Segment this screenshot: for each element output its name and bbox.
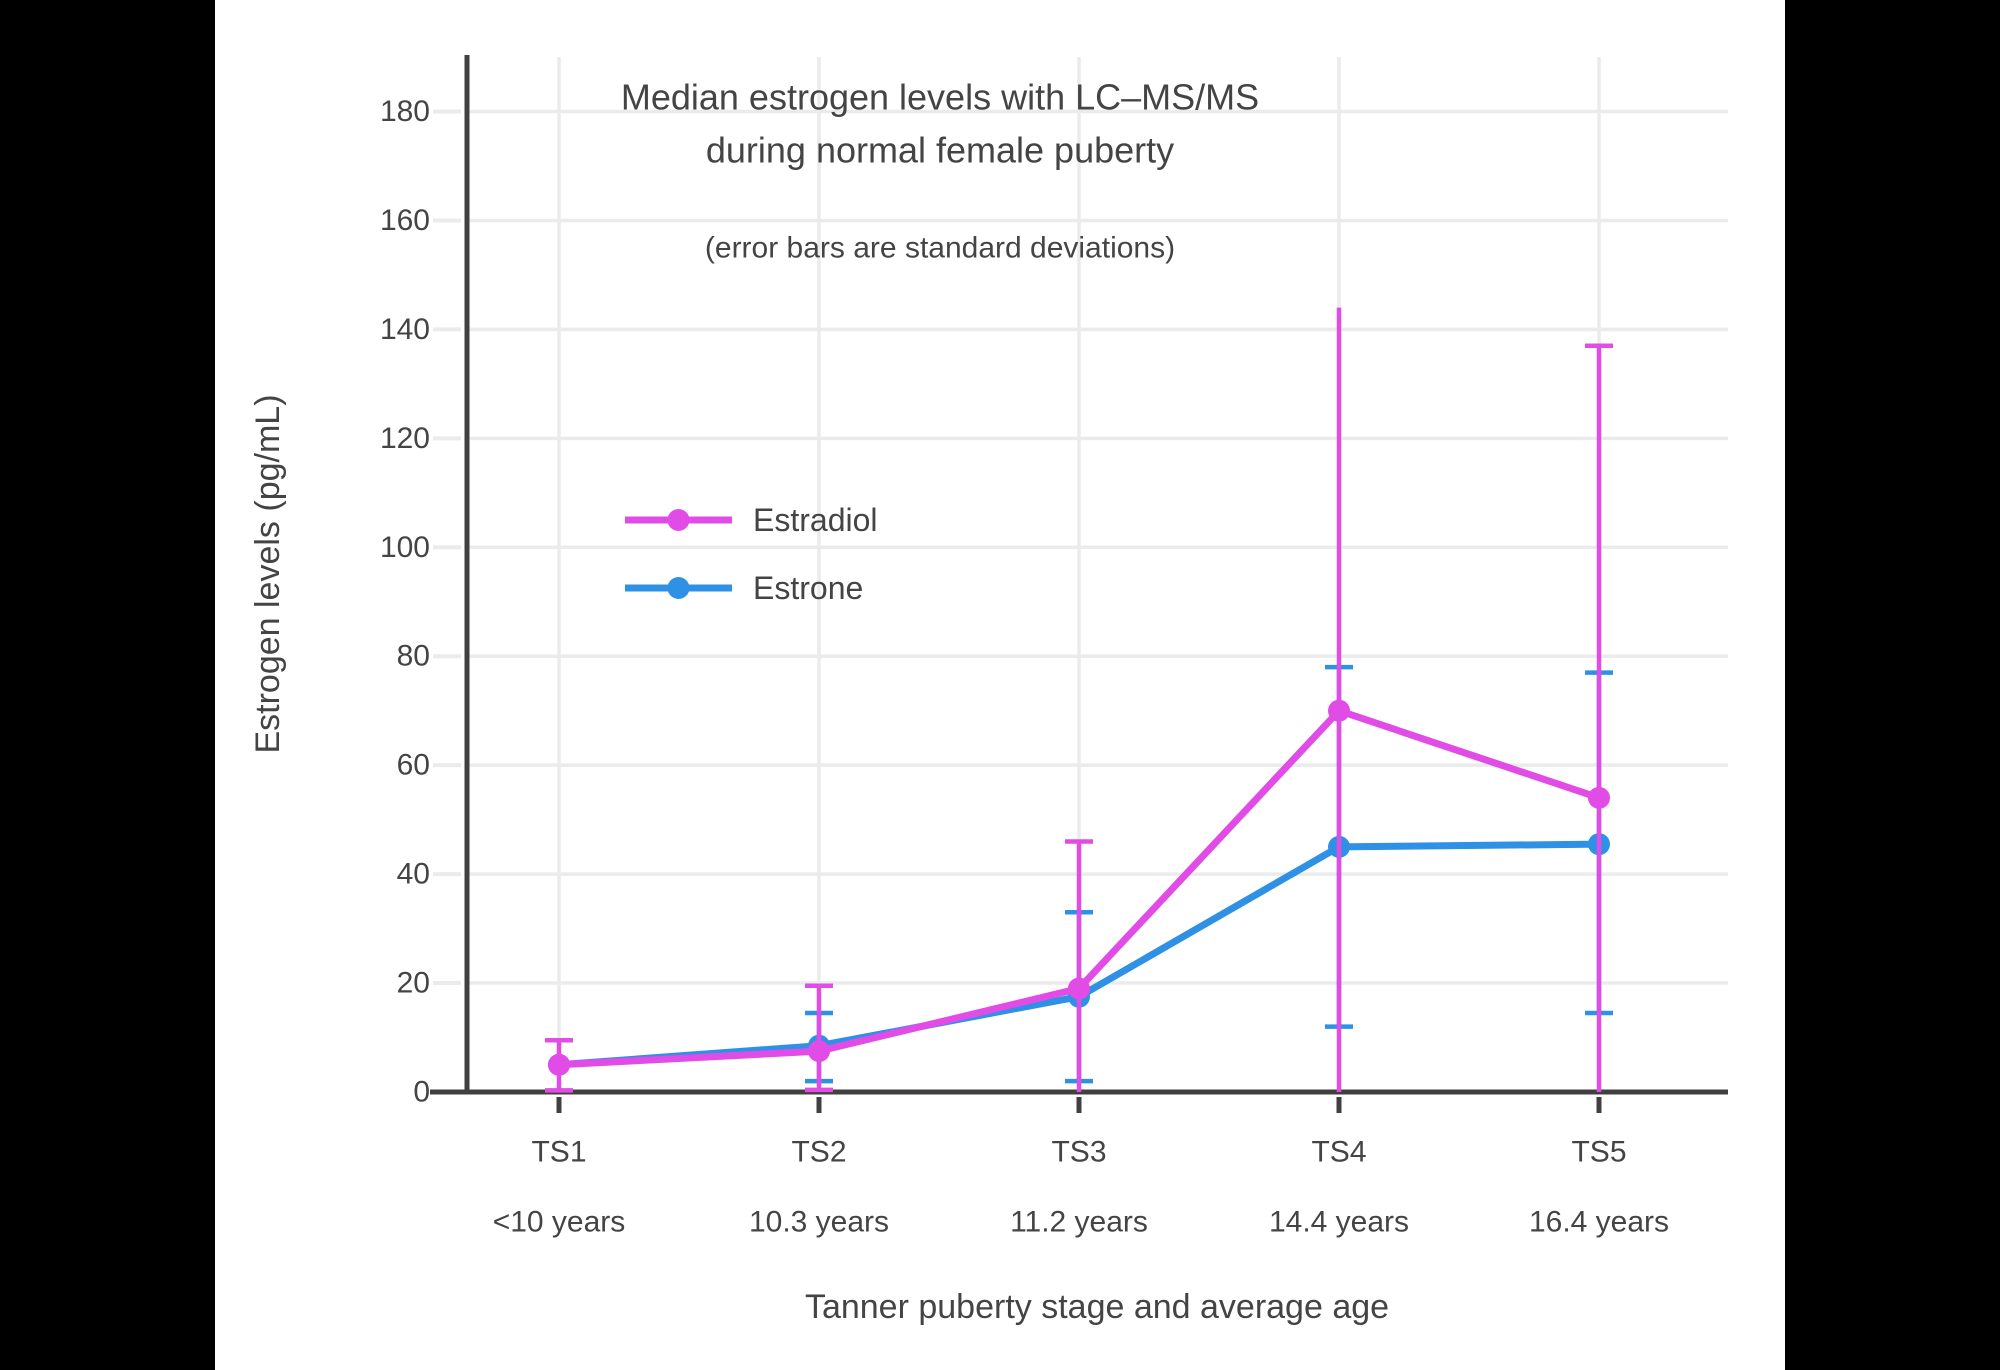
chart-title-line2: during normal female puberty (706, 130, 1174, 171)
legend-marker (667, 509, 690, 531)
y-tick-label: 100 (380, 531, 430, 564)
y-tick-label: 60 (397, 749, 430, 782)
axes-layer (430, 55, 1728, 1113)
y-tick-label: 120 (380, 422, 430, 455)
y-tick-label: 40 (397, 858, 430, 891)
legend: Estradiol Estrone (625, 502, 878, 606)
x-axis-title: Tanner puberty stage and average age (805, 1288, 1389, 1326)
y-axis-title: Estrogen levels (pg/mL) (249, 394, 287, 753)
x-category-label: TS5 (1571, 1136, 1626, 1169)
y-tick-label: 180 (380, 95, 430, 128)
legend-label: Estrone (753, 570, 863, 606)
legend-item-estradiol: Estradiol (625, 502, 878, 538)
x-category-sublabel: 10.3 years (749, 1206, 889, 1239)
x-category-label: TS1 (531, 1136, 586, 1169)
x-category-sublabel: 11.2 years (1010, 1206, 1148, 1239)
y-tick-label: 160 (380, 204, 430, 237)
y-tick-label: 140 (380, 313, 430, 346)
data-point (1068, 977, 1090, 1000)
x-category-sublabel: <10 years (493, 1206, 626, 1239)
data-point (808, 1040, 830, 1063)
y-tick-label: 80 (397, 640, 430, 673)
legend-label: Estradiol (753, 502, 878, 538)
tick-labels-layer: 0 20 40 60 80 100 120 140 160 180 TS1 <10 years TS2 1… (380, 95, 1669, 1238)
y-tick-label: 20 (397, 967, 430, 1000)
y-tick-label: 0 (413, 1076, 430, 1109)
x-category-label: TS2 (791, 1136, 846, 1169)
chart-subtitle: (error bars are standard deviations) (705, 232, 1175, 265)
series-estradiol (545, 307, 1613, 1093)
x-category-sublabel: 16.4 years (1529, 1206, 1669, 1239)
data-point (548, 1053, 570, 1076)
legend-marker (667, 577, 690, 599)
data-point (1588, 786, 1610, 809)
legend-item-estrone: Estrone (625, 570, 863, 606)
x-category-sublabel: 14.4 years (1269, 1206, 1409, 1239)
chart-panel (215, 0, 1785, 1370)
chart-title-line1: Median estrogen levels with LC–MS/MS (621, 77, 1259, 118)
data-series-layer (545, 307, 1613, 1093)
x-category-label: TS3 (1051, 1136, 1106, 1169)
data-point (1328, 699, 1350, 722)
x-category-label: TS4 (1311, 1136, 1366, 1169)
